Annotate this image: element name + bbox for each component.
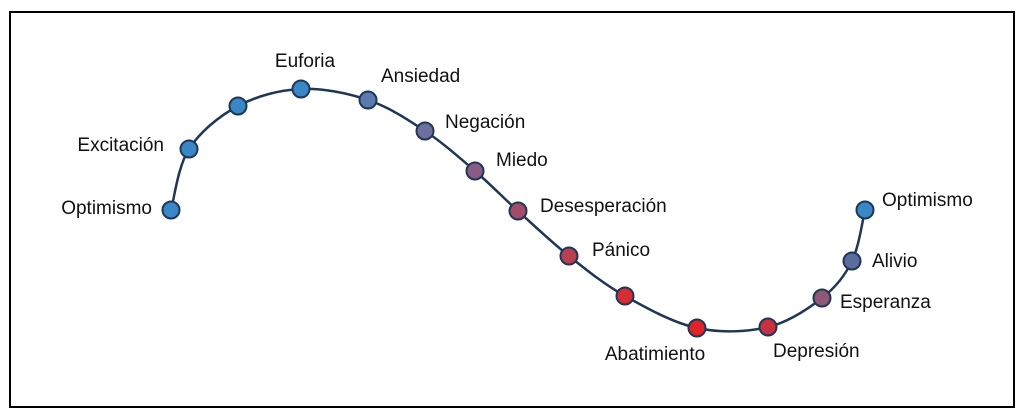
node (687, 318, 707, 338)
node-label: Optimismo (882, 190, 973, 211)
node-label: Depresión (773, 341, 860, 362)
node-label: Optimismo (61, 198, 152, 219)
node (758, 317, 778, 337)
node (179, 139, 199, 159)
node (615, 286, 635, 306)
node-label: Pánico (592, 240, 650, 261)
node (161, 200, 181, 220)
node-label: Esperanza (840, 292, 931, 313)
node (358, 90, 378, 110)
node (415, 121, 435, 141)
node-label: Abatimiento (605, 344, 705, 365)
node (291, 79, 311, 99)
node (508, 201, 528, 221)
nodes: Optimismo Excitación Euforia Ansiedad Negaci… (61, 51, 973, 365)
node-label: Alivio (872, 251, 917, 272)
node (465, 161, 485, 181)
node (855, 200, 875, 220)
node-label: Euforia (275, 51, 336, 72)
node (228, 96, 248, 116)
node-label: Miedo (496, 150, 548, 171)
node (842, 251, 862, 271)
node-label: Excitación (77, 135, 164, 156)
node-label: Negación (445, 112, 525, 133)
node-label: Ansiedad (381, 66, 460, 87)
node-label: Desesperación (540, 196, 667, 217)
node (812, 288, 832, 308)
node (559, 246, 579, 266)
